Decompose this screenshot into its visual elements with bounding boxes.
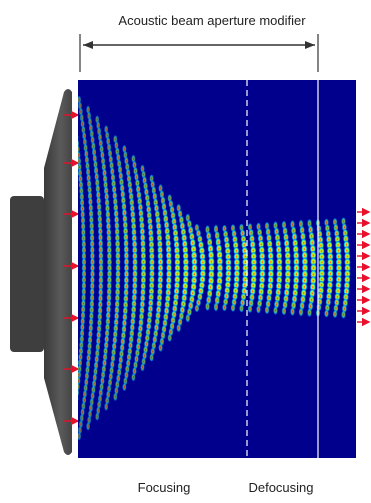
acoustic-field	[78, 80, 356, 458]
aperture-label: Acoustic beam aperture modifier	[118, 13, 306, 28]
output-arrows	[357, 207, 371, 327]
wavefront	[85, 105, 104, 431]
wavefront	[140, 164, 155, 372]
wavefront	[149, 174, 164, 362]
wavefront	[256, 222, 266, 314]
wavefront	[298, 219, 309, 317]
wavefront	[281, 220, 292, 316]
wavefront	[176, 203, 190, 333]
transducer	[10, 89, 72, 455]
wavefront	[205, 224, 215, 312]
wavefront	[122, 144, 138, 392]
wavefront	[95, 115, 113, 421]
defocusing-label: Defocusing	[248, 480, 313, 495]
wavefront	[104, 124, 121, 412]
wavefront	[78, 130, 87, 406]
transducer-horn	[44, 89, 72, 455]
wavefront	[131, 154, 147, 382]
wavefront	[167, 193, 181, 343]
wavefront	[113, 134, 130, 402]
wavefront	[78, 95, 96, 441]
wavefront	[341, 217, 351, 319]
wavefronts	[78, 95, 351, 441]
aperture-dimension: Acoustic beam aperture modifier	[79, 13, 319, 72]
dimension-arrow-right-icon	[305, 41, 315, 49]
dimension-arrow-left-icon	[83, 41, 93, 49]
wavefront	[264, 221, 275, 315]
wavefront	[290, 219, 300, 317]
focusing-label: Focusing	[138, 480, 191, 495]
wavefront	[213, 224, 224, 312]
wavefront	[307, 218, 317, 318]
wavefront	[273, 220, 283, 316]
wavefront	[194, 223, 207, 313]
wavefront	[324, 218, 334, 318]
wavefront	[332, 217, 343, 319]
wavefront	[230, 223, 241, 313]
wavefront	[158, 183, 173, 353]
wavefront	[222, 224, 232, 312]
transducer-body	[10, 196, 44, 352]
input-arrows	[64, 110, 80, 426]
wavefront	[247, 222, 258, 314]
wavefront	[185, 213, 198, 323]
